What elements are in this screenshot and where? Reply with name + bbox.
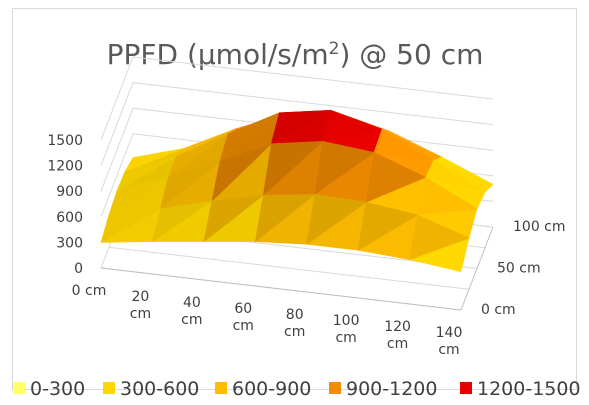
x-tick-label-line: 60 (234, 301, 252, 317)
surface-facet-27 (425, 160, 486, 193)
surface-facet-23 (322, 109, 384, 142)
surface-facet-43 (100, 208, 161, 244)
x-tick-label-7: 140 cm (436, 325, 463, 358)
legend-label-3: 900-1200 (346, 378, 437, 400)
x-tick-label-line: cm (335, 330, 356, 346)
x-tick-label-line: 140 (436, 325, 463, 341)
x-tick-label-line: cm (387, 336, 408, 352)
x-axis-line (100, 267, 462, 311)
legend-swatch-2 (215, 382, 227, 394)
legend-label-0: 0-300 (30, 378, 85, 400)
x-tick-label-line: 100 (333, 313, 360, 329)
surface-facet-47 (203, 194, 265, 243)
surface-facet-49 (254, 194, 316, 243)
x-tick-label-line: cm (181, 312, 202, 328)
z-tick-label-5: 1500 (47, 133, 83, 149)
legend: 0-300 300-600 600-900 900-1200 1200-1500 (13, 378, 581, 400)
x-tick-label-5: 100 cm (333, 313, 360, 346)
legend-label-4: 1200-1500 (477, 378, 581, 400)
surface-facet-3 (176, 128, 237, 157)
y-axis-ticks: 0 cm 50 cm 100 cm (481, 219, 566, 318)
surface-facet-19 (219, 112, 280, 163)
surface-facet-17 (167, 133, 229, 178)
x-tick-label-line: 80 (286, 307, 304, 323)
z-gridline-5 (100, 56, 494, 141)
surface-facet-15 (116, 156, 177, 192)
x-tick-label-line: 40 (183, 295, 201, 311)
x-tick-label-line: 120 (384, 319, 411, 335)
chart-frame (12, 8, 577, 390)
legend-swatch-4 (460, 382, 472, 394)
surface-facet-21 (270, 110, 331, 145)
y-tick-label-0: 0 cm (481, 302, 516, 318)
surface-facet-31 (159, 161, 221, 210)
z-gridline-4 (100, 82, 494, 166)
legend-swatch-3 (329, 382, 341, 394)
y-tick-label-2: 100 cm (513, 219, 566, 235)
surface-facet-53 (357, 201, 419, 251)
x-tick-label-1: 20 cm (130, 289, 151, 322)
surface-facet-51 (306, 194, 367, 245)
z-tick-label-0: 0 (74, 261, 83, 277)
surface-facet-13 (432, 156, 494, 185)
y-tick-label-1: 50 cm (497, 261, 541, 277)
surface-facet-33 (211, 143, 272, 203)
floor-gridline-1 (108, 246, 470, 290)
x-tick-label-2: 40 cm (181, 295, 202, 328)
chart-title: PPFD (µmol/s/m2) @ 50 cm (107, 38, 484, 71)
surface-facet-39 (365, 151, 427, 203)
z-tick-label-2: 600 (56, 210, 83, 226)
z-tick-label-3: 900 (56, 184, 83, 200)
surface-plot (100, 109, 494, 272)
y-axis-line (460, 226, 494, 311)
x-tick-label-4: 80 cm (284, 307, 305, 340)
chart-title-superscript: 2 (329, 39, 340, 59)
surface-facet-11 (381, 128, 442, 158)
surface-facet-29 (108, 176, 169, 216)
x-tick-label-line: 0 cm (72, 283, 107, 299)
surface-facet-41 (417, 176, 478, 216)
legend-swatch-1 (103, 382, 115, 394)
x-tick-label-line: cm (233, 318, 254, 334)
x-tick-label-3: 60 cm (233, 301, 254, 334)
x-tick-label-line: cm (130, 306, 151, 322)
surface-facet-37 (314, 140, 375, 196)
surface-facet-35 (262, 140, 324, 197)
z-tick-label-4: 1200 (47, 159, 83, 175)
z-axis-ticks: 0 300 600 900 1200 1500 (47, 133, 83, 277)
x-tick-label-0: 0 cm (72, 283, 107, 299)
chart-title-main: PPFD (µmol/s/m (107, 38, 329, 71)
x-tick-label-line: 20 (132, 289, 150, 305)
x-tick-label-line: cm (284, 324, 305, 340)
x-tick-label-6: 120 cm (384, 319, 411, 352)
legend-label-1: 300-600 (120, 378, 199, 400)
surface-facet-45 (151, 200, 213, 243)
legend-label-2: 600-900 (232, 378, 311, 400)
surface-facet-55 (409, 214, 470, 261)
surface-facet-1 (124, 148, 185, 173)
z-tick-label-1: 300 (56, 235, 83, 251)
surface-facet-25 (373, 128, 434, 161)
x-tick-label-line: cm (438, 342, 459, 358)
chart-title-suffix: ) @ 50 cm (339, 38, 483, 71)
legend-swatch-0 (13, 382, 25, 394)
